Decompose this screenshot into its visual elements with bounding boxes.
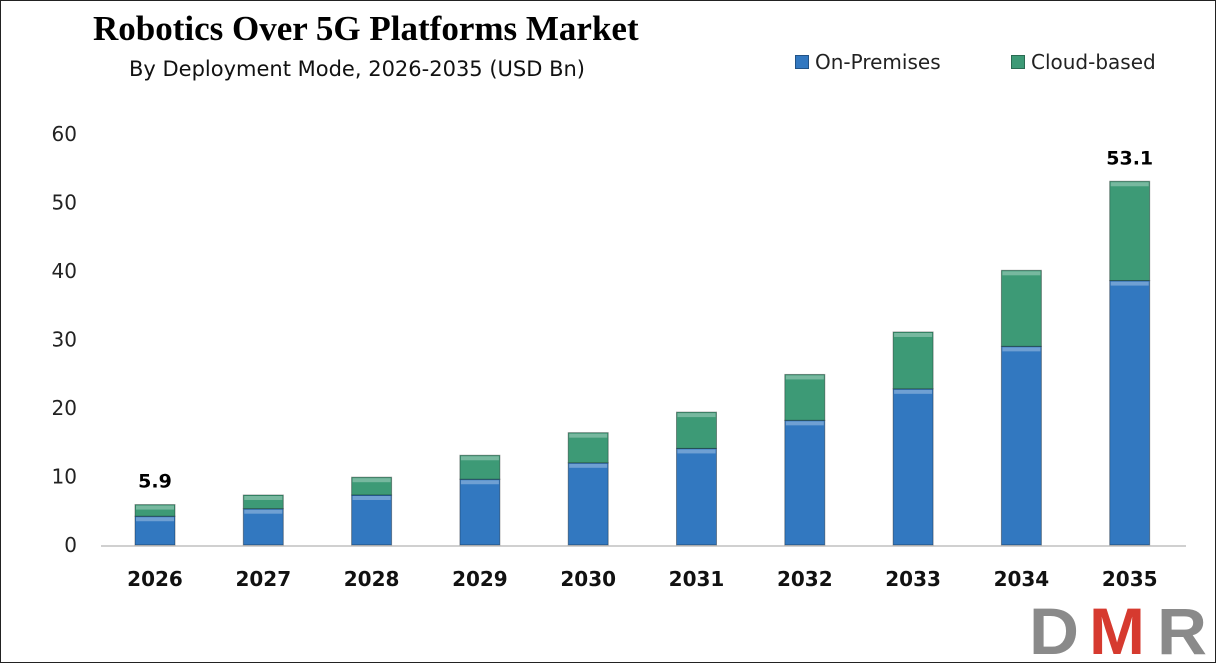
legend-swatch-cloud-based [1011, 55, 1025, 69]
bar-cloud-based-2035 [1109, 180, 1151, 282]
x-tick-label: 2028 [344, 567, 400, 591]
bar-highlight [785, 421, 824, 426]
legend-swatch-on-premises [795, 55, 809, 69]
y-tick-label: 10 [52, 465, 77, 489]
bar-cloud-based-2031 [676, 411, 717, 449]
x-tick-label: 2027 [235, 567, 291, 591]
bar-highlight [1002, 271, 1041, 276]
x-tick-label: 2029 [452, 567, 508, 591]
bar-on-premises-2028 [351, 494, 393, 546]
bar-cloud-based-2026 [134, 504, 176, 517]
logo-letter-m: M [1089, 600, 1145, 658]
bar-highlight [244, 509, 283, 514]
bar-highlight [352, 495, 391, 500]
x-tick-label: 2035 [1102, 567, 1158, 591]
bar-highlight [677, 449, 716, 454]
bar-on-premises-2035 [1109, 280, 1151, 546]
x-tick-label: 2026 [127, 567, 183, 591]
bar-highlight [244, 495, 283, 500]
bar-cloud-based-2033 [892, 331, 934, 390]
y-tick-label: 20 [52, 396, 77, 420]
logo-letter-d: D [1029, 600, 1079, 658]
bar-highlight [1110, 182, 1149, 187]
legend-item-on-premises: On-Premises [795, 50, 941, 74]
data-label: 53.1 [1106, 147, 1153, 169]
x-tick-label: 2032 [777, 567, 833, 591]
bar-highlight [569, 463, 608, 468]
bar-highlight [460, 480, 499, 485]
legend-label: On-Premises [815, 50, 941, 74]
y-tick-label: 0 [64, 533, 77, 557]
bar-on-premises-2030 [567, 462, 609, 546]
bar-highlight [352, 478, 391, 483]
logo-letter-r: R [1157, 600, 1207, 658]
legend-item-cloud-based: Cloud-based [1011, 50, 1156, 74]
bar-on-premises-2029 [459, 478, 501, 546]
chart-subtitle: By Deployment Mode, 2026-2035 (USD Bn) [129, 57, 585, 81]
chart-title: Robotics Over 5G Platforms Market [93, 9, 639, 48]
bar-highlight [1002, 347, 1041, 352]
bar-cloud-based-2030 [567, 432, 609, 464]
bar-highlight [894, 332, 933, 337]
bar-highlight [894, 389, 933, 394]
y-tick-label: 50 [52, 191, 77, 215]
bar-cloud-based-2032 [784, 373, 826, 421]
legend-label: Cloud-based [1031, 50, 1156, 74]
x-tick-label: 2033 [885, 567, 941, 591]
bar-cloud-based-2027 [242, 494, 284, 510]
y-tick-label: 30 [52, 328, 77, 352]
y-tick-label: 40 [52, 259, 77, 283]
bar-on-premises-2032 [784, 419, 826, 546]
bar-on-premises-2033 [892, 388, 934, 546]
bar-highlight [1110, 281, 1149, 286]
y-tick-label: 60 [52, 122, 77, 146]
bar-cloud-based-2029 [459, 454, 501, 480]
bar-highlight [785, 375, 824, 380]
x-tick-label: 2034 [994, 567, 1050, 591]
bar-highlight [569, 433, 608, 438]
x-tick-label: 2030 [560, 567, 616, 591]
bar-on-premises-2031 [676, 447, 717, 546]
bar-highlight [136, 517, 174, 522]
bar-highlight [677, 413, 716, 418]
bar-on-premises-2027 [242, 508, 284, 546]
dmr-logo: D M R [1029, 600, 1207, 658]
bar-on-premises-2034 [1000, 345, 1042, 546]
bar-cloud-based-2034 [1000, 269, 1042, 347]
data-label: 5.9 [138, 471, 172, 493]
bar-highlight [136, 505, 174, 510]
x-tick-label: 2031 [669, 567, 725, 591]
bar-cloud-based-2028 [351, 476, 393, 496]
bar-highlight [460, 456, 499, 461]
